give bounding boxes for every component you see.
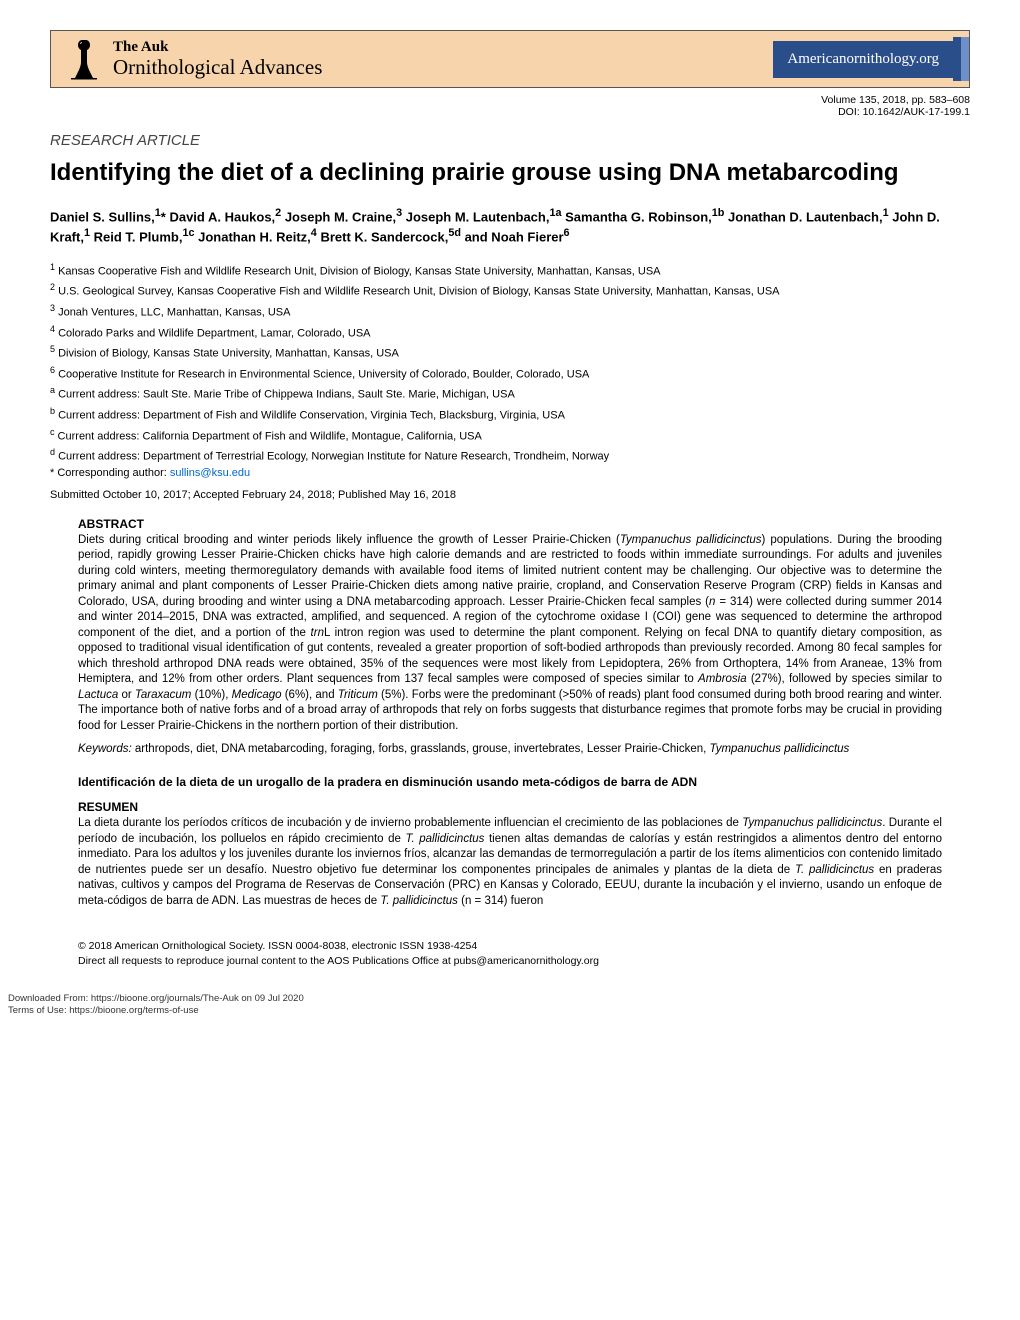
banner-right: Americanornithology.org xyxy=(773,37,969,81)
affiliation-line: b Current address: Department of Fish an… xyxy=(50,405,970,425)
keywords-line: Keywords: arthropods, diet, DNA metabarc… xyxy=(78,742,942,758)
journal-url[interactable]: Americanornithology.org xyxy=(773,41,953,78)
page-footer: © 2018 American Ornithological Society. … xyxy=(50,939,970,968)
affiliation-line: 3 Jonah Ventures, LLC, Manhattan, Kansas… xyxy=(50,302,970,322)
corresponding-label: * Corresponding author: xyxy=(50,467,170,479)
affiliation-line: d Current address: Department of Terrest… xyxy=(50,446,970,466)
journal-name: The Auk xyxy=(113,40,322,56)
spanish-title: Identificación de la dieta de un urogall… xyxy=(78,774,942,790)
doi-info: DOI: 10.1642/AUK-17-199.1 xyxy=(50,106,970,118)
journal-banner: The Auk Ornithological Advances American… xyxy=(50,30,970,88)
article-title: Identifying the diet of a declining prai… xyxy=(50,159,970,188)
journal-subtitle: Ornithological Advances xyxy=(113,56,322,78)
download-footer: Downloaded From: https://bioone.org/jour… xyxy=(0,993,1020,1018)
affiliation-line: 5 Division of Biology, Kansas State Univ… xyxy=(50,343,970,363)
banner-left: The Auk Ornithological Advances xyxy=(67,38,322,80)
volume-info: Volume 135, 2018, pp. 583–608 xyxy=(50,94,970,106)
affiliation-line: a Current address: Sault Ste. Marie Trib… xyxy=(50,384,970,404)
keywords-label: Keywords: xyxy=(78,743,132,755)
abstract-section: ABSTRACT Diets during critical brooding … xyxy=(50,517,970,910)
affiliations-block: 1 Kansas Cooperative Fish and Wildlife R… xyxy=(50,261,970,466)
terms-of-use: Terms of Use: https://bioone.org/terms-o… xyxy=(8,1005,1020,1017)
abstract-heading: ABSTRACT xyxy=(78,517,942,531)
authors-list: Daniel S. Sullins,1* David A. Haukos,2 J… xyxy=(50,206,970,247)
downloaded-from: Downloaded From: https://bioone.org/jour… xyxy=(8,993,1020,1005)
affiliation-line: 6 Cooperative Institute for Research in … xyxy=(50,364,970,384)
banner-decoration xyxy=(953,37,969,81)
corresponding-email-link[interactable]: sullins@ksu.edu xyxy=(170,467,250,479)
resumen-heading: RESUMEN xyxy=(78,800,942,814)
reproduce-line: Direct all requests to reproduce journal… xyxy=(78,954,942,969)
banner-title-group: The Auk Ornithological Advances xyxy=(113,40,322,78)
resumen-body: La dieta durante los períodos críticos d… xyxy=(78,816,942,909)
publication-dates: Submitted October 10, 2017; Accepted Feb… xyxy=(50,489,970,501)
keywords-text: arthropods, diet, DNA metabarcoding, for… xyxy=(132,743,850,755)
copyright-line: © 2018 American Ornithological Society. … xyxy=(78,939,942,954)
abstract-body: Diets during critical brooding and winte… xyxy=(78,533,942,735)
article-type: RESEARCH ARTICLE xyxy=(50,132,970,149)
affiliation-line: 2 U.S. Geological Survey, Kansas Coopera… xyxy=(50,281,970,301)
affiliation-line: 1 Kansas Cooperative Fish and Wildlife R… xyxy=(50,261,970,281)
corresponding-author: * Corresponding author: sullins@ksu.edu xyxy=(50,467,970,479)
auk-bird-icon xyxy=(67,38,101,80)
affiliation-line: 4 Colorado Parks and Wildlife Department… xyxy=(50,323,970,343)
affiliation-line: c Current address: California Department… xyxy=(50,426,970,446)
